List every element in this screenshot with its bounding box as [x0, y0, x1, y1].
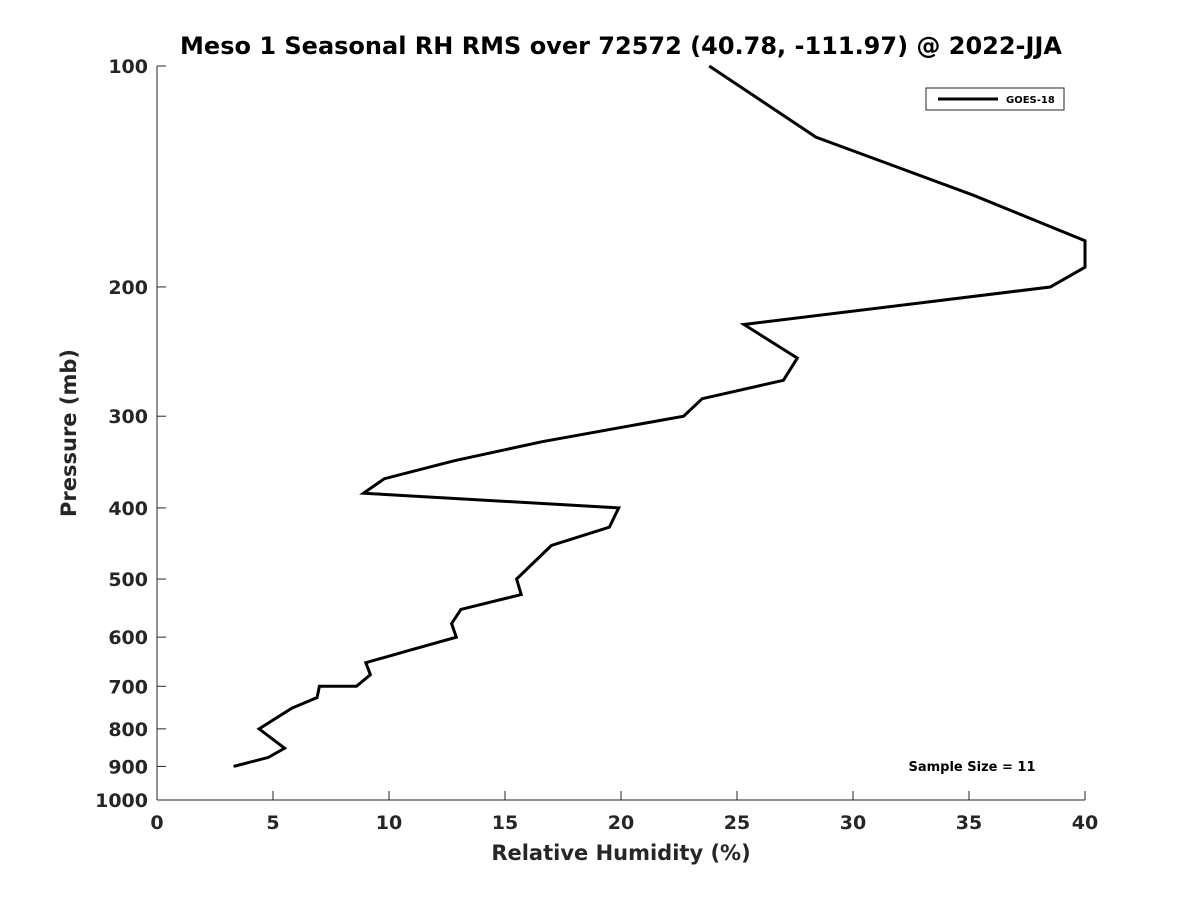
- series-line-goes-18: [233, 64, 1087, 768]
- sample-size-annotation: Sample Size = 11: [908, 760, 1035, 775]
- y-tick-label: 800: [108, 719, 148, 741]
- y-ticks: 100 200 300 400 500 600 700 800 900 1000: [95, 56, 166, 812]
- x-tick-label: 35: [956, 812, 982, 834]
- y-tick-label: 700: [108, 676, 148, 698]
- y-tick-label: 600: [108, 627, 148, 649]
- plot-area: 0 5 10 15 20 25 30 35 40 100 200 300 400 500 600 700 80…: [95, 56, 1098, 834]
- x-tick-label: 0: [150, 812, 163, 834]
- x-tick-label: 10: [376, 812, 402, 834]
- y-tick-label: 900: [108, 756, 148, 778]
- x-tick-label: 40: [1072, 812, 1098, 834]
- x-tick-label: 30: [840, 812, 866, 834]
- chart-title: Meso 1 Seasonal RH RMS over 72572 (40.78…: [180, 32, 1062, 60]
- y-tick-label: 200: [108, 277, 148, 299]
- series-layer: [233, 64, 1087, 768]
- x-tick-label: 25: [724, 812, 750, 834]
- y-tick-label: 1000: [95, 790, 148, 812]
- y-tick-label: 500: [108, 569, 148, 591]
- y-tick-label: 300: [108, 406, 148, 428]
- legend-entry-goes-18: GOES-18: [1006, 95, 1055, 106]
- y-axis-label: Pressure (mb): [57, 349, 81, 517]
- y-tick-label: 400: [108, 498, 148, 520]
- x-tick-label: 5: [266, 812, 279, 834]
- x-axis-label: Relative Humidity (%): [491, 841, 750, 865]
- legend: GOES-18: [925, 87, 1065, 111]
- x-tick-label: 15: [492, 812, 518, 834]
- x-tick-label: 20: [608, 812, 634, 834]
- x-ticks: 0 5 10 15 20 25 30 35 40: [150, 791, 1098, 834]
- y-tick-label: 100: [108, 56, 148, 78]
